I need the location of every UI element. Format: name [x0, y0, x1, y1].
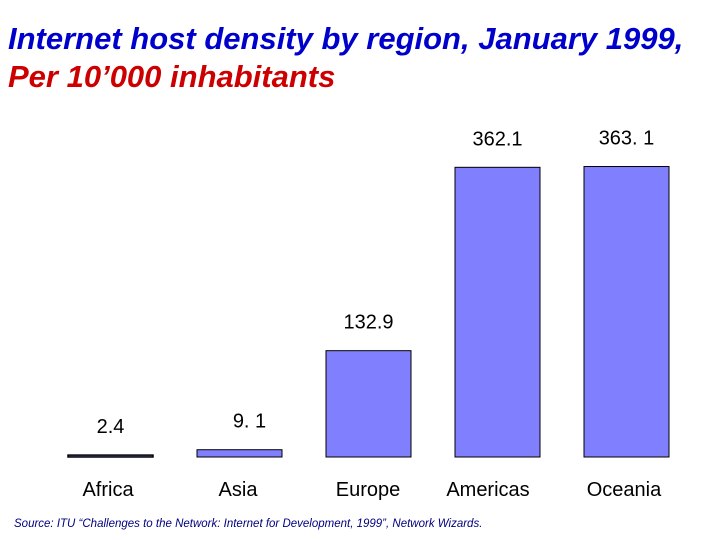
chart-title: Internet host density by region, January… — [8, 20, 713, 96]
bar-asia — [196, 449, 283, 458]
value-label-americas: 362.1 — [472, 128, 522, 150]
chart-title-main: Internet host density by region, January… — [8, 21, 684, 56]
bar-africa — [67, 454, 154, 458]
category-label-europe: Europe — [336, 479, 401, 501]
chart-title-unit: Per 10’000 inhabitants — [8, 59, 336, 94]
value-label-africa: 2.4 — [97, 416, 125, 438]
value-label-asia: 9. 1 — [233, 411, 266, 433]
category-label-africa: Africa — [82, 479, 134, 501]
bar-europe — [325, 350, 412, 458]
category-label-asia: Asia — [219, 479, 259, 501]
source-note: Source: ITU “Challenges to the Network: … — [14, 518, 483, 530]
bar-oceania — [583, 166, 670, 458]
bar-americas — [454, 166, 541, 458]
category-label-oceania: Oceania — [587, 479, 662, 501]
value-label-oceania: 363. 1 — [599, 128, 655, 150]
category-label-americas: Americas — [446, 479, 529, 501]
value-label-europe: 132.9 — [343, 312, 393, 334]
